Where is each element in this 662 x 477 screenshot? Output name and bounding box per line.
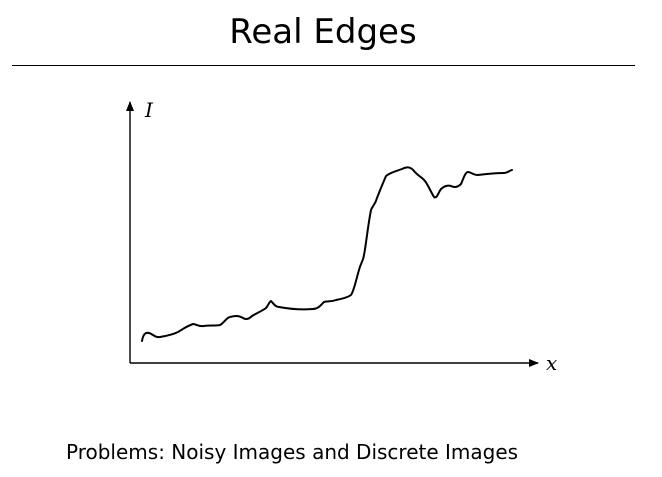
- y-axis-label: I: [144, 98, 154, 122]
- slide-title: Real Edges: [229, 12, 417, 52]
- intensity-curve: [141, 166, 513, 342]
- x-axis-label: x: [546, 351, 557, 375]
- caption-text: Problems: Noisy Images and Discrete Imag…: [66, 440, 519, 464]
- title-divider: [12, 65, 635, 66]
